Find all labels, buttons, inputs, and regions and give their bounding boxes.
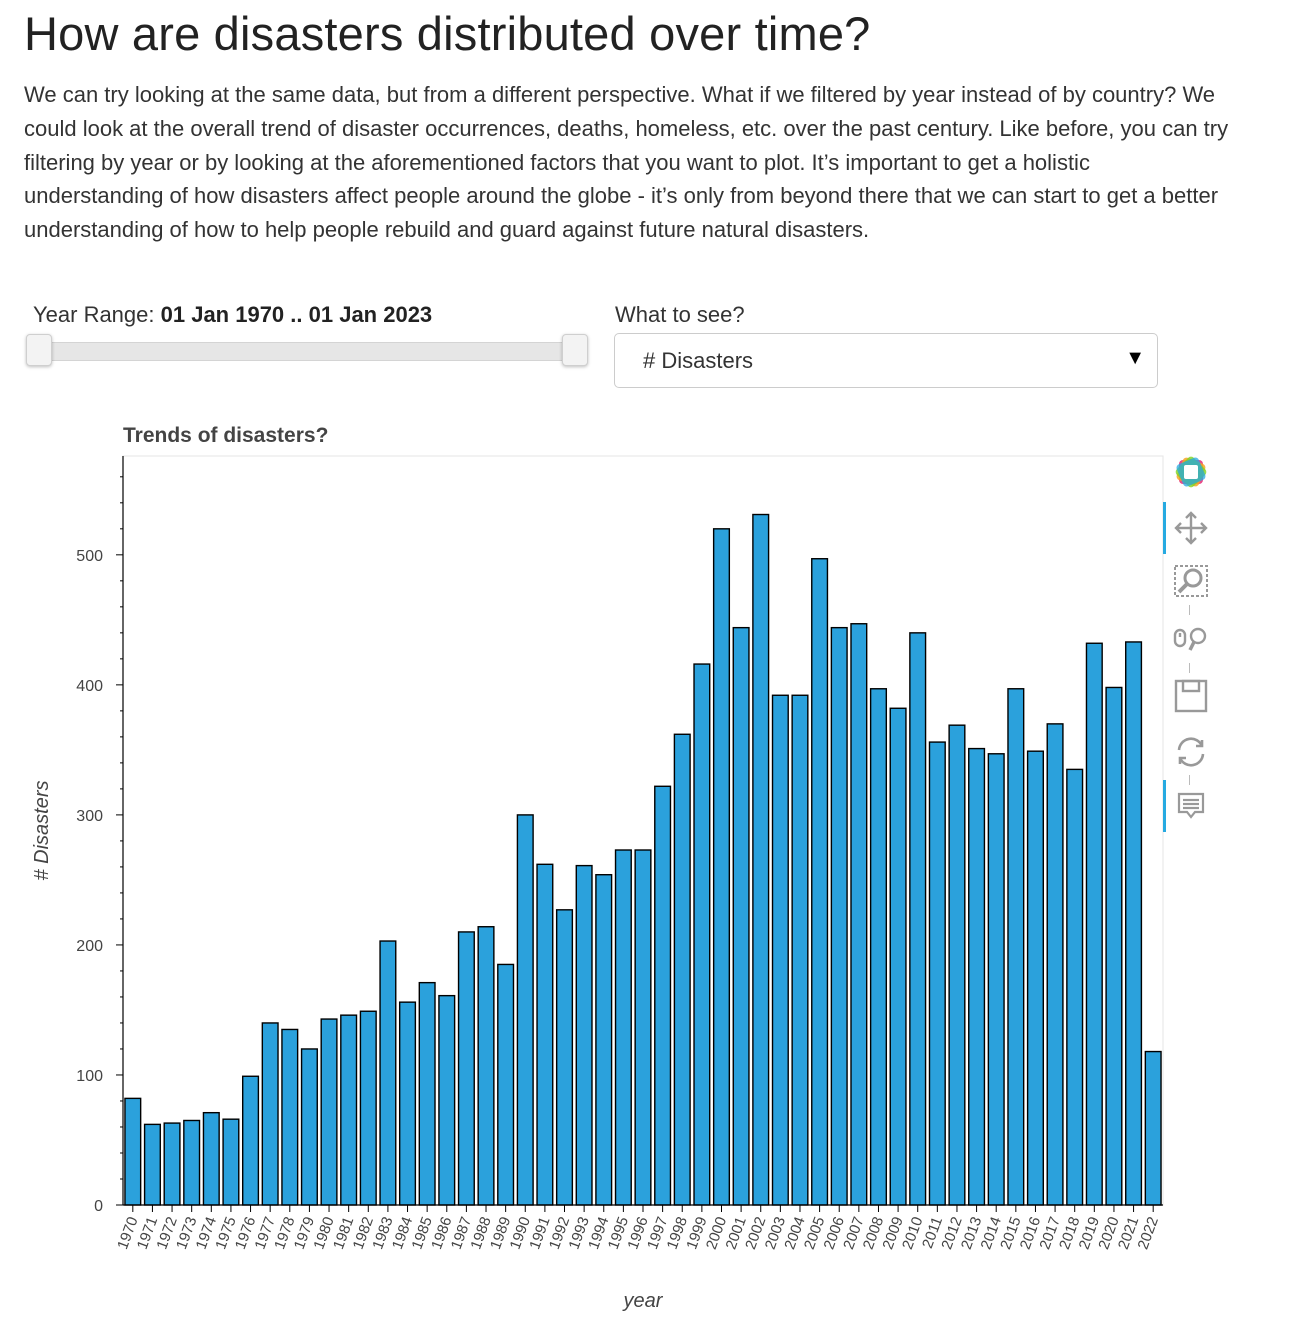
bar-1994	[595, 874, 613, 1206]
bar-1990	[516, 814, 534, 1206]
chart-toolbar	[1163, 452, 1223, 852]
what-to-see-selected-value: # Disasters	[643, 348, 754, 373]
bar-2000	[712, 528, 731, 1206]
bar-1979	[300, 1048, 318, 1206]
bar-1977	[261, 1022, 279, 1206]
bar-1995	[614, 849, 632, 1206]
reset-icon[interactable]	[1171, 732, 1211, 772]
box-zoom-icon[interactable]	[1171, 560, 1211, 600]
bar-2018	[1066, 768, 1084, 1206]
year-range-label-text: Year Range:	[33, 302, 161, 327]
toolbar-divider	[1189, 775, 1190, 785]
bar-1971	[143, 1123, 161, 1206]
bar-1982	[359, 1010, 377, 1206]
bar-2015	[1007, 688, 1025, 1206]
hover-active-indicator	[1163, 780, 1166, 832]
y-tick-label: 400	[76, 678, 103, 695]
bar-1992	[555, 909, 574, 1206]
bar-1975	[222, 1118, 240, 1206]
chevron-down-icon: ▼	[1125, 347, 1145, 369]
bar-2016	[1026, 750, 1045, 1206]
year-range-value: 01 Jan 1970 .. 01 Jan 2023	[160, 302, 433, 327]
bar-1987	[457, 931, 475, 1206]
bar-1978	[281, 1028, 299, 1206]
bar-1970	[124, 1097, 142, 1206]
y-tick-label: 100	[76, 1068, 103, 1085]
bar-2013	[968, 747, 986, 1206]
toolbar-divider	[1189, 663, 1190, 673]
bar-1974	[202, 1111, 220, 1206]
bar-1993	[575, 864, 593, 1206]
toolbar-divider	[1189, 605, 1190, 615]
bar-1981	[340, 1014, 358, 1206]
bar-2009	[889, 707, 907, 1206]
bar-1986	[438, 994, 456, 1206]
bar-1973	[183, 1119, 201, 1206]
save-icon[interactable]	[1171, 676, 1211, 716]
hover-icon[interactable]	[1171, 786, 1211, 826]
bar-2005	[811, 558, 829, 1206]
what-to-see-select[interactable]: # Disasters ▼	[614, 333, 1158, 388]
bar-1988	[477, 926, 495, 1206]
bar-2022	[1144, 1050, 1162, 1206]
pan-active-indicator	[1163, 502, 1166, 554]
bar-1985	[418, 981, 436, 1206]
bar-1997	[654, 785, 672, 1206]
bar-1984	[398, 1001, 417, 1206]
year-range-end-handle[interactable]	[562, 334, 588, 366]
bar-2004	[791, 694, 809, 1206]
bar-2019	[1085, 642, 1103, 1206]
bar-2012	[948, 724, 966, 1206]
y-tick-label: 200	[76, 938, 103, 955]
y-tick-label: 0	[94, 1198, 103, 1215]
y-tick-label: 300	[76, 808, 103, 825]
y-axis-label: # Disasters	[31, 780, 53, 880]
year-range-label: Year Range: 01 Jan 1970 .. 01 Jan 2023	[33, 302, 432, 328]
bar-2002	[752, 513, 770, 1206]
bar-1989	[497, 963, 515, 1206]
bar-2006	[830, 626, 848, 1206]
page-title: How are disasters distributed over time?	[24, 7, 871, 60]
bar-2014	[987, 753, 1005, 1206]
bar-1980	[320, 1018, 338, 1206]
chart-title: Trends of disasters?	[123, 424, 328, 447]
bar-2010	[909, 632, 927, 1206]
bokeh-logo-icon[interactable]	[1171, 452, 1211, 492]
bar-1991	[536, 863, 554, 1206]
bar-1999	[693, 663, 711, 1206]
bar-1976	[241, 1075, 260, 1206]
what-to-see-label: What to see?	[615, 302, 745, 327]
bar-1996	[634, 849, 652, 1206]
bar-1983	[379, 940, 397, 1206]
pan-icon[interactable]	[1171, 508, 1211, 548]
bar-1972	[163, 1122, 181, 1206]
bar-2007	[850, 623, 868, 1206]
year-range-start-handle[interactable]	[26, 334, 52, 366]
bar-2020	[1105, 686, 1123, 1206]
intro-paragraph: We can try looking at the same data, but…	[24, 82, 1229, 243]
wheel-zoom-icon[interactable]	[1171, 618, 1211, 658]
bar-2021	[1125, 641, 1143, 1206]
bar-2003	[771, 694, 789, 1206]
bar-2001	[732, 626, 750, 1206]
y-tick-label: 500	[76, 548, 103, 565]
bar-2008	[869, 688, 888, 1206]
bar-2011	[928, 741, 946, 1206]
x-axis-label: year	[622, 1290, 664, 1312]
bar-2017	[1046, 723, 1064, 1206]
bar-1998	[673, 733, 691, 1206]
